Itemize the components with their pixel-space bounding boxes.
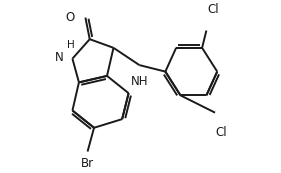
- Text: Cl: Cl: [216, 126, 227, 139]
- Text: N: N: [55, 51, 64, 64]
- Text: Cl: Cl: [207, 3, 219, 16]
- Text: O: O: [65, 11, 74, 24]
- Text: NH: NH: [131, 75, 148, 88]
- Text: Br: Br: [81, 157, 94, 170]
- Text: H: H: [67, 40, 75, 50]
